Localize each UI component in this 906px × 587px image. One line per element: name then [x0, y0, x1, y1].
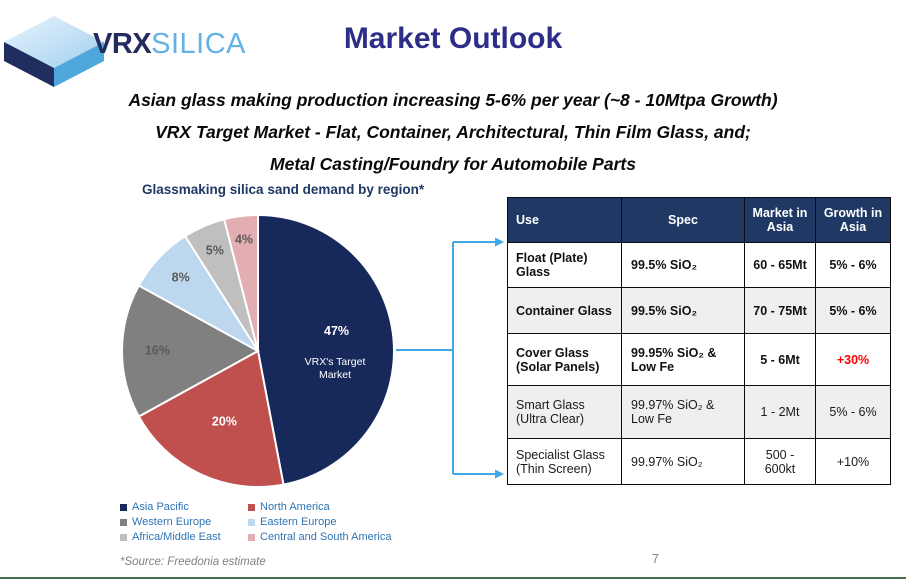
legend-item: North America — [248, 501, 391, 513]
pie-slice-label: 47% — [324, 324, 349, 338]
brand-bold: VRX — [93, 28, 152, 60]
subtitle-line-3: Metal Casting/Foundry for Automobile Par… — [270, 154, 636, 174]
legend-label: Asia Pacific — [132, 501, 189, 513]
legend-swatch-icon — [120, 518, 127, 526]
pie-slice-north-america — [137, 349, 285, 488]
cell-spec: 99.97% SiO₂ — [621, 438, 745, 485]
pie-slice-western-europe — [121, 284, 261, 418]
legend-item: Central and South America — [248, 531, 391, 543]
cell-use: Smart Glass (Ultra Clear) — [507, 385, 622, 439]
cell-market: 5 - 6Mt — [744, 333, 816, 386]
pie-slice-asia-pacific — [257, 213, 395, 486]
table-header-row: Use Spec Market in Asia Growth in Asia — [507, 197, 891, 243]
table-row: Smart Glass (Ultra Clear) 99.97% SiO₂ & Lo… — [507, 385, 891, 439]
table-row: Container Glass 99.5% SiO₂ 70 - 75Mt 5% - 6… — [507, 287, 891, 334]
bottom-rule — [0, 577, 906, 579]
cell-spec: 99.95% SiO₂ & Low Fe — [621, 333, 745, 386]
pie-slice-label: 5% — [206, 243, 224, 257]
legend-item: Eastern Europe — [248, 516, 391, 528]
cell-use: Specialist Glass (Thin Screen) — [507, 438, 622, 485]
pie-legend: Asia Pacific North America Western Europe E… — [120, 501, 391, 543]
legend-item: Western Europe — [120, 516, 248, 528]
column-header: Spec — [621, 197, 745, 243]
brand-light: SILICA — [151, 28, 247, 60]
chart-title: Glassmaking silica sand demand by region… — [142, 182, 425, 197]
table-row: Specialist Glass (Thin Screen) 99.97% SiO₂… — [507, 438, 891, 485]
brand-text: VRXSILICA — [93, 28, 246, 61]
column-header: Market in Asia — [744, 197, 816, 243]
cell-market: 60 - 65Mt — [744, 242, 816, 288]
legend-label: Western Europe — [132, 516, 212, 528]
cell-spec: 99.97% SiO₂ & Low Fe — [621, 385, 745, 439]
legend-swatch-icon — [248, 503, 255, 511]
cell-spec: 99.5% SiO₂ — [621, 242, 745, 288]
cell-spec: 99.5% SiO₂ — [621, 287, 745, 334]
subtitle-block: Asian glass making production increasing… — [0, 84, 906, 180]
cell-growth: 5% - 6% — [815, 287, 891, 334]
cell-market: 1 - 2Mt — [744, 385, 816, 439]
pie-slice-label: 16% — [145, 343, 170, 357]
pie-annotation: VRX's Target Market — [305, 356, 366, 381]
cell-use: Container Glass — [507, 287, 622, 334]
legend-swatch-icon — [120, 503, 127, 511]
subtitle-line-1: Asian glass making production increasing… — [128, 90, 778, 110]
market-table: Use Spec Market in Asia Growth in Asia Floa… — [507, 197, 891, 485]
legend-item: Africa/Middle East — [120, 531, 248, 543]
subtitle-line-2: VRX Target Market - Flat, Container, Arc… — [155, 122, 751, 142]
pie-slice-central-and-south-america — [222, 213, 259, 352]
cell-growth: +10% — [815, 438, 891, 485]
table-row: Float (Plate) Glass 99.5% SiO₂ 60 - 65Mt 5%… — [507, 242, 891, 288]
source-note: *Source: Freedonia estimate — [120, 556, 266, 568]
cell-growth: 5% - 6% — [815, 242, 891, 288]
cell-market: 500 - 600kt — [744, 438, 816, 485]
legend-swatch-icon — [248, 518, 255, 526]
column-header: Use — [507, 197, 622, 243]
pie-chart: 47% 20% 16% 8% 5% 4% VRX's Target Market — [120, 213, 396, 489]
legend-label: Africa/Middle East — [132, 531, 221, 543]
legend-swatch-icon — [248, 533, 255, 541]
cube-diamond-icon — [4, 16, 104, 87]
pie-slice-label: 4% — [235, 233, 253, 247]
table-row: Cover Glass (Solar Panels) 99.95% SiO₂ & L… — [507, 333, 891, 386]
cell-growth: +30% — [815, 333, 891, 386]
legend-label: Central and South America — [260, 531, 392, 543]
cell-use: Cover Glass (Solar Panels) — [507, 333, 622, 386]
cell-market: 70 - 75Mt — [744, 287, 816, 334]
page-number: 7 — [652, 552, 659, 566]
pie-slice-label: 8% — [172, 271, 190, 285]
legend-label: North America — [260, 501, 330, 513]
legend-label: Eastern Europe — [260, 516, 337, 528]
column-header: Growth in Asia — [815, 197, 891, 243]
legend-swatch-icon — [120, 533, 127, 541]
legend-item: Asia Pacific — [120, 501, 248, 513]
cell-growth: 5% - 6% — [815, 385, 891, 439]
page-title: Market Outlook — [343, 22, 563, 55]
pie-slice-label: 20% — [212, 415, 237, 429]
cell-use: Float (Plate) Glass — [507, 242, 622, 288]
